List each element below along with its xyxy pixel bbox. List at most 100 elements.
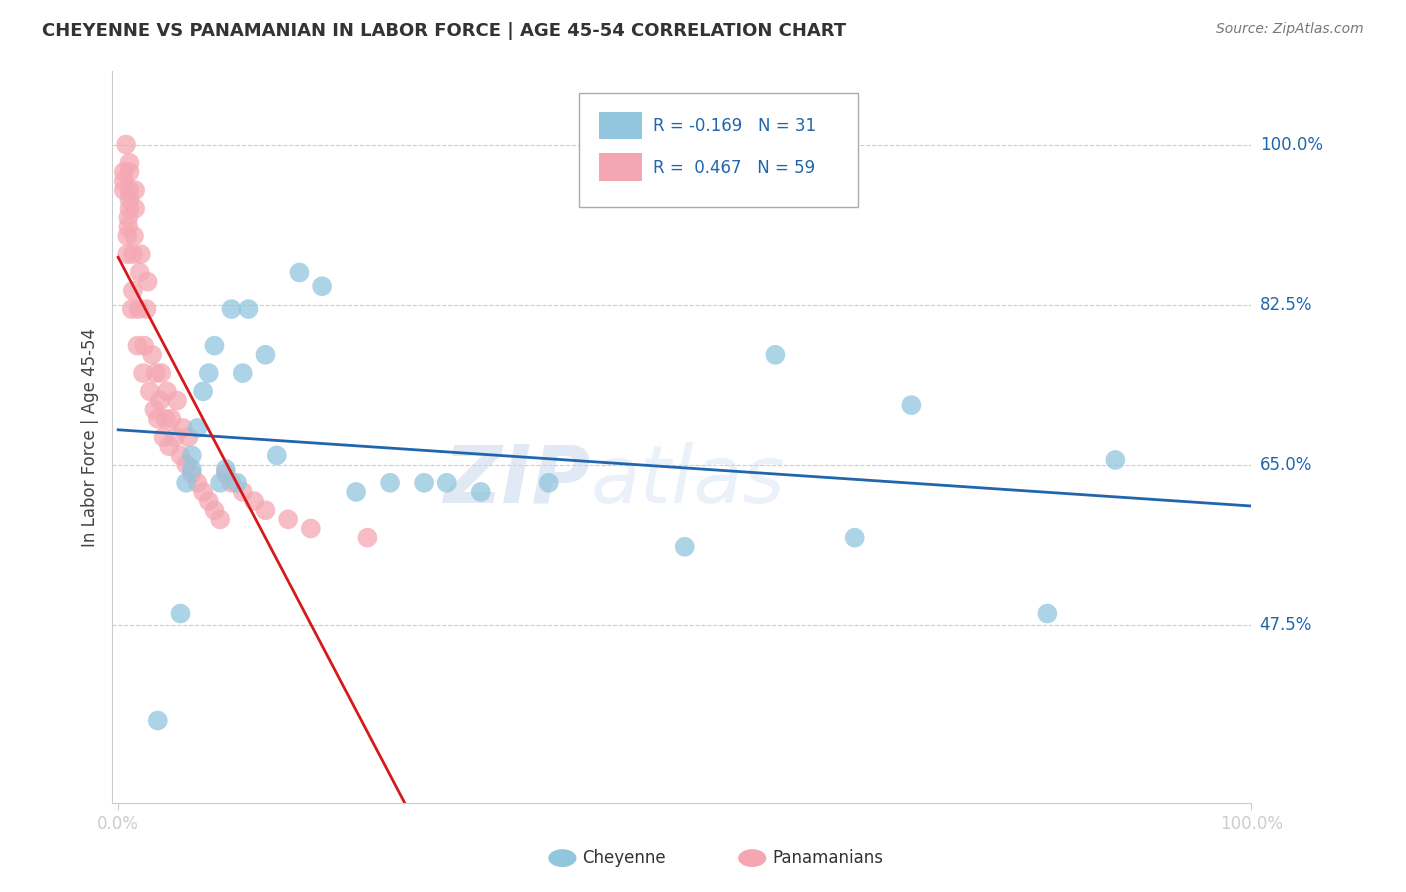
Point (221, 475, 243, 490)
Point (122, 284, 145, 298)
Point (156, 384, 179, 399)
Point (118, 183, 141, 197)
Text: 65.0%: 65.0% (1260, 456, 1312, 474)
Point (124, 202, 146, 216)
Point (160, 412, 183, 426)
Point (118, 155, 141, 169)
Text: Panamanians: Panamanians (772, 849, 883, 867)
Point (115, 137, 138, 152)
Point (180, 462, 202, 476)
Point (180, 448, 202, 462)
Point (198, 494, 221, 508)
Point (118, 193, 141, 207)
Point (117, 211, 139, 225)
Text: 100.0%: 100.0% (1260, 136, 1323, 153)
Point (844, 531, 866, 545)
Point (112, 183, 135, 197)
Point (1036, 607, 1059, 621)
Point (226, 475, 249, 490)
Point (122, 247, 145, 261)
Point (311, 279, 333, 293)
Point (1104, 453, 1126, 467)
Point (180, 467, 202, 481)
Point (673, 540, 696, 554)
Point (128, 266, 150, 280)
Point (232, 485, 254, 500)
Point (470, 485, 492, 500)
Text: CHEYENNE VS PANAMANIAN IN LABOR FORCE | AGE 45-54 CORRELATION CHART: CHEYENNE VS PANAMANIAN IN LABOR FORCE | … (42, 22, 846, 40)
Point (121, 301, 143, 317)
Point (128, 301, 150, 317)
Point (299, 521, 322, 535)
Point (344, 485, 367, 500)
Point (152, 430, 174, 444)
Bar (599, 112, 643, 139)
Text: 82.5%: 82.5% (1260, 295, 1312, 313)
Point (204, 338, 226, 352)
Point (132, 366, 155, 380)
Point (537, 475, 560, 490)
Bar (599, 153, 643, 181)
Text: R =  0.467   N = 59: R = 0.467 N = 59 (654, 159, 815, 177)
Point (163, 430, 186, 444)
Text: 47.5%: 47.5% (1260, 615, 1312, 633)
Point (146, 714, 169, 728)
Point (174, 458, 197, 472)
Point (136, 275, 159, 289)
Point (112, 165, 135, 179)
Point (115, 228, 138, 243)
Point (157, 439, 180, 453)
Point (139, 384, 162, 399)
Point (198, 366, 221, 380)
Point (232, 366, 254, 380)
Point (254, 348, 277, 362)
Point (112, 174, 135, 188)
Point (215, 462, 238, 476)
Point (174, 475, 197, 490)
Point (204, 503, 226, 517)
Point (243, 494, 266, 508)
Point (124, 183, 146, 197)
Point (266, 448, 288, 462)
Point (169, 448, 191, 462)
Point (186, 421, 208, 435)
Point (436, 475, 458, 490)
Point (209, 512, 232, 526)
Point (134, 338, 156, 352)
Point (146, 412, 169, 426)
Text: atlas: atlas (591, 442, 786, 520)
Text: ZIP: ZIP (443, 442, 591, 520)
Point (129, 247, 152, 261)
Point (186, 475, 208, 490)
Point (209, 475, 232, 490)
Point (177, 430, 200, 444)
Text: Cheyenne: Cheyenne (582, 849, 665, 867)
Point (277, 512, 299, 526)
Point (378, 475, 401, 490)
Point (149, 393, 172, 408)
Point (254, 503, 277, 517)
Point (288, 266, 311, 280)
Point (900, 398, 922, 412)
Point (191, 485, 214, 500)
Point (127, 338, 149, 352)
Point (143, 402, 166, 417)
Point (150, 366, 173, 380)
Point (117, 219, 139, 234)
Point (238, 301, 260, 317)
Point (118, 202, 141, 216)
Point (191, 384, 214, 399)
Point (118, 165, 141, 179)
Point (169, 607, 191, 621)
FancyBboxPatch shape (579, 94, 859, 207)
Point (172, 421, 194, 435)
Point (221, 301, 243, 317)
Point (166, 393, 188, 408)
Point (155, 412, 177, 426)
Y-axis label: In Labor Force | Age 45-54: In Labor Force | Age 45-54 (80, 327, 98, 547)
Point (413, 475, 436, 490)
Point (115, 247, 138, 261)
Point (135, 301, 157, 317)
Point (141, 348, 163, 362)
Text: Source: ZipAtlas.com: Source: ZipAtlas.com (1216, 22, 1364, 37)
